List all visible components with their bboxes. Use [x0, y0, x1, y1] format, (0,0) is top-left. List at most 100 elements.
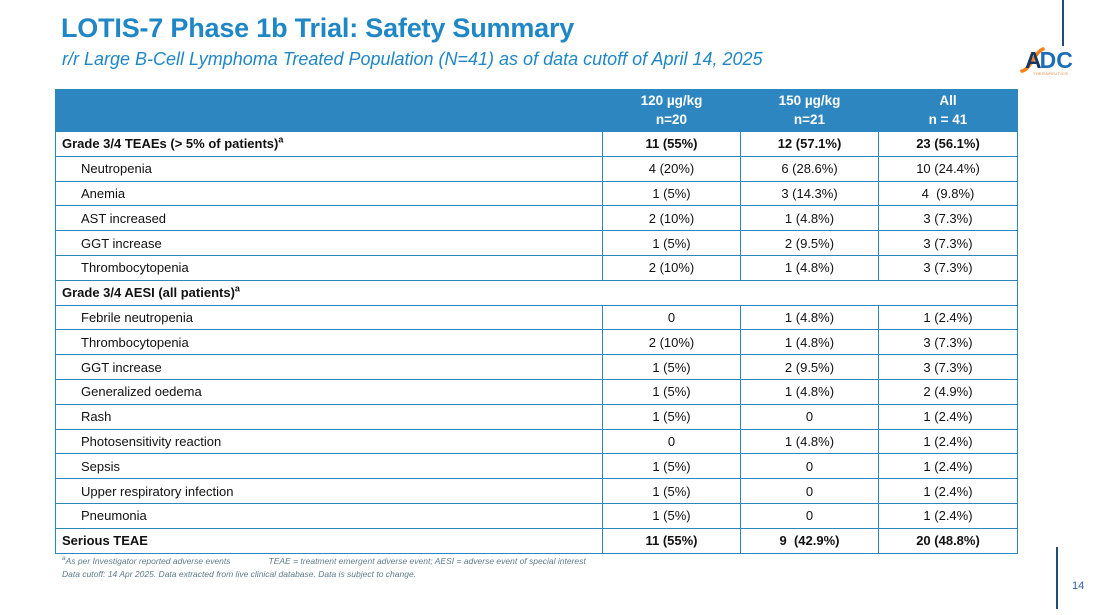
cell-value: 1 (5%) — [602, 354, 741, 380]
cell-value: 20 (48.8%) — [878, 527, 1018, 554]
table-row: AST increased 2 (10%) 1 (4.8%) 3 (7.3%) — [55, 205, 1018, 232]
cell-value: 0 — [740, 502, 879, 529]
column-header: 150 µg/kg n=21 — [740, 89, 879, 132]
row-label: Grade 3/4 AESI (all patients)a — [55, 279, 1018, 306]
cell-value: 3 (7.3%) — [878, 329, 1018, 356]
cell-value: 9 (42.9%) — [740, 527, 879, 554]
cell-value: 11 (55%) — [602, 131, 741, 157]
logo-swoosh-icon — [1020, 47, 1045, 73]
cell-value: 2 (10%) — [602, 329, 741, 356]
cell-value: 1 (5%) — [602, 230, 741, 256]
cell-value: 1 (2.4%) — [878, 428, 1018, 455]
svg-text:ADC: ADC — [1025, 47, 1073, 73]
cell-value: 1 (2.4%) — [878, 502, 1018, 529]
row-label: GGT increase — [55, 230, 603, 256]
cell-value: 1 (5%) — [602, 453, 741, 480]
page-number: 14 — [1072, 580, 1085, 592]
adc-therapeutics-logo: ADC THERAPEUTICS — [1020, 47, 1073, 76]
cell-value: 2 (10%) — [602, 254, 741, 281]
table-row: Anemia 1 (5%) 3 (14.3%) 4 (9.8%) — [55, 180, 1018, 207]
cell-value: 1 (4.8%) — [740, 428, 879, 455]
cell-value: 4 (20%) — [602, 155, 741, 182]
table-row: Grade 3/4 TEAEs (> 5% of patients)a 11 (5… — [55, 131, 1018, 157]
cell-value: 0 — [740, 403, 879, 430]
cell-value: 3 (14.3%) — [740, 180, 879, 207]
cell-value: 4 (9.8%) — [878, 180, 1018, 207]
cell-value: 0 — [602, 304, 741, 331]
row-label: Thrombocytopenia — [55, 254, 603, 281]
cell-value: 3 (7.3%) — [878, 230, 1018, 256]
table-row: Serious TEAE 11 (55%) 9 (42.9%) 20 (48.8%) — [55, 527, 1018, 554]
cell-value: 3 (7.3%) — [878, 205, 1018, 232]
safety-summary-table: 120 µg/kg n=20 150 µg/kg n=21 All n = 41 Grad… — [55, 89, 1018, 554]
row-label: Pneumonia — [55, 502, 603, 529]
row-label: GGT increase — [55, 354, 603, 380]
cell-value: 2 (9.5%) — [740, 354, 879, 380]
cell-value: 1 (2.4%) — [878, 478, 1018, 504]
column-header: All n = 41 — [878, 89, 1018, 132]
cell-value: 1 (2.4%) — [878, 453, 1018, 480]
row-label: Grade 3/4 TEAEs (> 5% of patients)a — [55, 131, 603, 157]
table-row: Rash 1 (5%) 0 1 (2.4%) — [55, 403, 1018, 430]
table-row: Febrile neutropenia 0 1 (4.8%) 1 (2.4%) — [55, 304, 1018, 331]
cell-value: 11 (55%) — [602, 527, 741, 554]
cell-value: 1 (4.8%) — [740, 304, 879, 331]
cell-value: 12 (57.1%) — [740, 131, 879, 157]
cell-value: 1 (5%) — [602, 403, 741, 430]
cell-value: 1 (5%) — [602, 478, 741, 504]
footnote-superscript: a — [62, 555, 66, 563]
cell-value: 1 (4.8%) — [740, 378, 879, 405]
row-label: Rash — [55, 403, 603, 430]
cell-value: 23 (56.1%) — [878, 131, 1018, 157]
table-row: Sepsis 1 (5%) 0 1 (2.4%) — [55, 453, 1018, 480]
row-label: Neutropenia — [55, 155, 603, 182]
row-label: Anemia — [55, 180, 603, 207]
cell-value: 6 (28.6%) — [740, 155, 879, 182]
cell-value: 2 (4.9%) — [878, 378, 1018, 405]
footnote-line1-part1: As per Investigator reported adverse eve… — [65, 556, 231, 566]
cell-value: 2 (10%) — [602, 205, 741, 232]
cell-value: 2 (9.5%) — [740, 230, 879, 256]
cell-value: 3 (7.3%) — [878, 254, 1018, 281]
row-label: Photosensitivity reaction — [55, 428, 603, 455]
cell-value: 10 (24.4%) — [878, 155, 1018, 182]
cell-value: 3 (7.3%) — [878, 354, 1018, 380]
row-label: AST increased — [55, 205, 603, 232]
column-header: 120 µg/kg n=20 — [602, 89, 741, 132]
row-label: Thrombocytopenia — [55, 329, 603, 356]
top-right-divider — [1062, 0, 1064, 46]
slide-subtitle: r/r Large B-Cell Lymphoma Treated Popula… — [62, 49, 763, 69]
row-label: Serious TEAE — [55, 527, 603, 554]
footnote-line2: Data cutoff: 14 Apr 2025. Data extracted… — [62, 569, 417, 580]
row-label: Upper respiratory infection — [55, 478, 603, 504]
row-label: Sepsis — [55, 453, 603, 480]
slide-title: LOTIS-7 Phase 1b Trial: Safety Summary — [61, 13, 575, 43]
table-row: Thrombocytopenia 2 (10%) 1 (4.8%) 3 (7.3%) — [55, 329, 1018, 356]
cell-value: 0 — [740, 478, 879, 504]
cell-value: 1 (4.8%) — [740, 254, 879, 281]
row-label: Generalized oedema — [55, 378, 603, 405]
cell-value: 1 (5%) — [602, 180, 741, 207]
cell-value: 1 (4.8%) — [740, 205, 879, 232]
cell-value: 0 — [740, 453, 879, 480]
table-row: Grade 3/4 AESI (all patients)a — [55, 279, 1018, 306]
logo-letter-a: A — [1025, 47, 1042, 73]
table-header-row: 120 µg/kg n=20 150 µg/kg n=21 All n = 41 — [55, 89, 1018, 132]
cell-value: 1 (2.4%) — [878, 403, 1018, 430]
cell-value: 1 (5%) — [602, 378, 741, 405]
bottom-right-divider — [1056, 547, 1058, 609]
cell-value: 1 (4.8%) — [740, 329, 879, 356]
table-body: Grade 3/4 TEAEs (> 5% of patients)a 11 (5… — [55, 131, 1018, 554]
table-row: GGT increase 1 (5%) 2 (9.5%) 3 (7.3%) — [55, 230, 1018, 256]
cell-value: 1 (5%) — [602, 502, 741, 529]
corner-cell — [55, 89, 603, 132]
table-row: Pneumonia 1 (5%) 0 1 (2.4%) — [55, 502, 1018, 529]
footnotes: aAs per Investigator reported adverse ev… — [62, 555, 586, 581]
table-row: Thrombocytopenia 2 (10%) 1 (4.8%) 3 (7.3%) — [55, 254, 1018, 281]
table-row: GGT increase 1 (5%) 2 (9.5%) 3 (7.3%) — [55, 354, 1018, 380]
cell-value: 0 — [602, 428, 741, 455]
cell-value: 1 (2.4%) — [878, 304, 1018, 331]
logo-subtext: THERAPEUTICS — [1033, 72, 1068, 76]
row-label: Febrile neutropenia — [55, 304, 603, 331]
